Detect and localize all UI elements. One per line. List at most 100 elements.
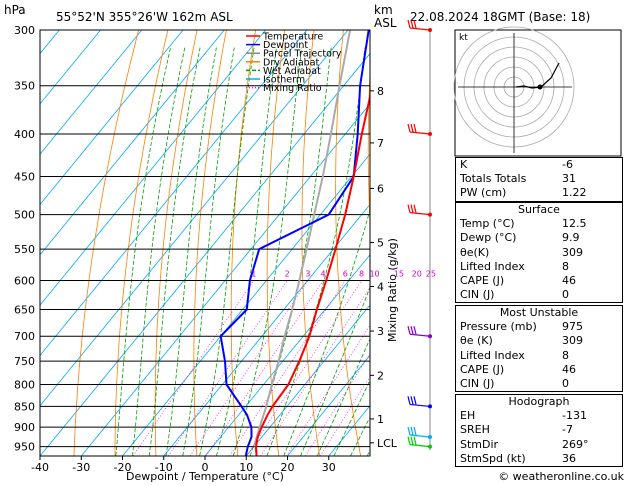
most_unstable-row: θe (K) 309 — [456, 334, 622, 348]
mixing-ratio-label: 20 — [412, 270, 422, 279]
pressure-tick-label: 850 — [14, 400, 35, 413]
pw-value: 1.22 — [562, 186, 587, 200]
most-unstable-title: Most Unstable — [499, 306, 579, 319]
wind-barb-shaft — [409, 212, 431, 216]
surface-row-value: 0 — [562, 288, 569, 302]
legend-label: Mixing Ratio — [263, 83, 322, 94]
mixing-ratio-line — [132, 280, 255, 456]
surface-row-label: CAPE (J) — [460, 274, 505, 288]
surface-row-label: Dewp (°C) — [460, 231, 517, 245]
temp-tick-label: -30 — [72, 461, 90, 474]
legend-label: Dry Adiabat — [263, 57, 320, 68]
mixing-ratio-label: 6 — [343, 270, 348, 279]
isotherm-line — [40, 30, 308, 357]
hodograph-row-value: 36 — [562, 451, 576, 465]
mixing-ratio-label: 8 — [359, 270, 364, 279]
wind-barb-dot — [428, 404, 432, 409]
temp-tick-label: 10 — [239, 461, 253, 474]
legend-label: Isotherm — [263, 75, 305, 86]
dewpoint-line — [219, 30, 370, 456]
wind-barb-flag — [413, 19, 417, 29]
wind-barb-shaft — [409, 333, 431, 337]
dry-adiabat-line — [266, 30, 286, 456]
x-axis-label: Dewpoint / Temperature (°C) — [126, 470, 284, 483]
mixing-ratio-label: 2 — [285, 270, 290, 279]
wind-barb-flag — [410, 426, 414, 436]
surface-row: θe(K) 309 — [456, 246, 622, 260]
wet-adiabat-line — [283, 208, 370, 456]
surface-row-label: θe(K) — [460, 245, 490, 259]
pressure-tick-label: 300 — [14, 24, 35, 37]
km-tick-label: 1 — [377, 413, 384, 426]
pressure-tick-label: 500 — [14, 209, 35, 222]
wind-barb-dot — [428, 212, 432, 217]
most_unstable-row-label: θe (K) — [460, 334, 493, 348]
hodograph-row-label: StmDir — [460, 437, 499, 451]
hodograph-plot: kt — [453, 26, 622, 157]
wind-barbs — [407, 19, 432, 451]
asl-unit: ASL — [374, 16, 397, 30]
wind-barb-flag — [407, 436, 411, 445]
wind-barb-flag — [413, 204, 417, 213]
wind-barb-flag — [413, 123, 417, 133]
wind-barb-flag — [410, 19, 414, 29]
hodograph-row-value: -131 — [562, 409, 587, 423]
most-unstable-panel: Most Unstable Pressure (mb) 975 θe (K) 309 L… — [455, 305, 623, 393]
wind-barb-dot — [428, 444, 432, 449]
wind-barb-dot — [428, 434, 432, 439]
pressure-tick-label: 750 — [14, 355, 35, 368]
hodograph-row: SREH -7 — [456, 423, 622, 437]
mixing-ratio-label: 4 — [321, 270, 326, 279]
surface-row: Lifted Index 8 — [456, 260, 622, 274]
surface-row-value: 9.9 — [562, 231, 580, 245]
hodograph-row-label: EH — [460, 409, 476, 423]
hodograph-row-value: -7 — [562, 423, 573, 437]
mixing-ratio-label: 10 — [369, 270, 379, 279]
wind-barb-flag — [407, 426, 411, 436]
legend-label: Temperature — [262, 32, 323, 43]
surface-row-value: 8 — [562, 259, 569, 273]
most_unstable-row-value: 46 — [562, 362, 576, 376]
dry-adiabat-line — [301, 30, 321, 456]
wind-barb-dot — [428, 131, 432, 136]
most_unstable-row-value: 0 — [562, 377, 569, 391]
pressure-tick-label: 600 — [14, 275, 35, 288]
wind-barb-dot — [428, 28, 432, 32]
pressure-tick-label: 550 — [14, 243, 35, 256]
hodograph-row-value: 269° — [562, 437, 589, 451]
pressure-tick-label: 950 — [14, 441, 35, 454]
isotherm-line — [40, 30, 225, 256]
wind-barb-shaft — [409, 131, 431, 135]
dry-adiabat-line — [230, 30, 256, 456]
most_unstable-row-label: Lifted Index — [460, 348, 525, 362]
temperature-line — [254, 92, 370, 456]
wind-barb-flag — [413, 396, 417, 405]
surface-row-label: Lifted Index — [460, 259, 525, 273]
legend-label: Wet Adiabat — [263, 66, 321, 77]
most_unstable-row-value: 8 — [562, 348, 569, 362]
dry-adiabat-line — [73, 30, 139, 456]
wind-barb-flag — [413, 326, 417, 335]
surface-row-value: 12.5 — [562, 217, 587, 231]
mixing-ratio-line — [168, 280, 288, 456]
most_unstable-row-label: Pressure (mb) — [460, 320, 537, 334]
isotherm-line — [40, 30, 184, 206]
location-title: 55°52'N 355°26'W 162m ASL — [56, 10, 233, 24]
wind-barb-flag — [413, 426, 417, 436]
isotherm-line — [40, 30, 143, 155]
wet-adiabat-line — [199, 47, 255, 456]
surface-title: Surface — [518, 203, 560, 216]
k-value: -6 — [562, 158, 573, 171]
wet-adiabat-line — [182, 47, 235, 456]
temp-tick-label: 0 — [202, 461, 209, 474]
hodograph-row: StmDir 269° — [456, 438, 622, 452]
mixing-ratio-axis-label: Mixing Ratio (g/kg) — [386, 238, 399, 342]
legend-label: Dewpoint — [263, 40, 308, 51]
pressure-tick-label: 900 — [14, 421, 35, 434]
pw-label: PW (cm) — [460, 186, 507, 200]
most_unstable-row: Lifted Index 8 — [456, 349, 622, 363]
surface-row-value: 46 — [562, 274, 576, 288]
mixing-ratio-label: 3 — [305, 270, 310, 279]
wind-barb-shaft — [409, 444, 431, 448]
